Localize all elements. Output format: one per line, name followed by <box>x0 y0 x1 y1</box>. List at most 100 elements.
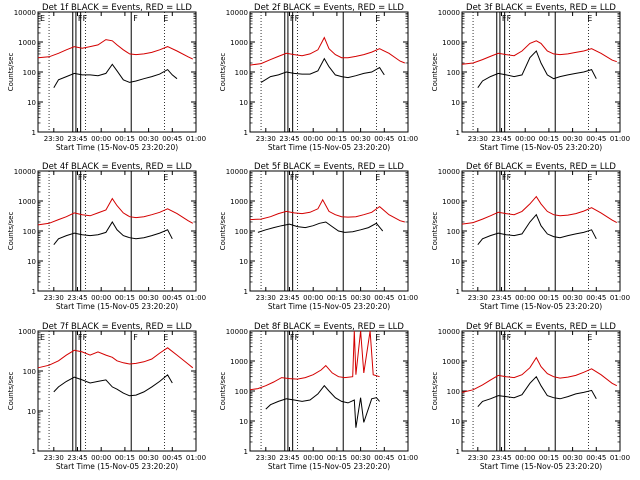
y-tick-label: 1 <box>456 288 460 296</box>
x-tick-label: 00:45 <box>162 454 182 462</box>
chart-panel-6: Det 6f BLACK = Events, RED = LLD 1 10 100 10… <box>431 162 630 311</box>
series-line-events <box>53 221 173 246</box>
x-tick-label: 00:30 <box>351 135 371 143</box>
x-tick-label: 23:45 <box>67 135 87 143</box>
y-tick-label: 1 <box>244 129 248 137</box>
x-tick-label: 00:15 <box>115 454 135 462</box>
series-line-events <box>257 221 384 233</box>
x-tick-label: 23:45 <box>491 135 511 143</box>
x-axis-label: Start Time (15-Nov-05 23:20:20) <box>56 302 178 311</box>
event-marker-letter: F <box>502 333 507 342</box>
x-tick-label: 00:00 <box>303 294 323 302</box>
y-tick-label: 100 <box>23 228 36 236</box>
x-tick-label: 23:45 <box>67 454 87 462</box>
x-tick-label: 00:30 <box>139 454 159 462</box>
event-marker-letter: F <box>78 173 83 182</box>
y-tick-label: 100 <box>235 69 248 77</box>
x-tick-label: 00:45 <box>586 454 606 462</box>
y-axis-label: Counts/sec <box>431 53 439 92</box>
chart-title: Det 1f BLACK = Events, RED = LLD <box>42 3 192 13</box>
series-line-lld <box>461 40 617 65</box>
x-tick-label: 00:00 <box>515 135 535 143</box>
y-tick-label: 100 <box>447 69 460 77</box>
event-marker-letter: E <box>587 333 592 342</box>
chart-title: Det 2f BLACK = Events, RED = LLD <box>254 3 404 13</box>
event-marker-letter: F <box>83 173 88 182</box>
x-tick-label: 00:00 <box>303 135 323 143</box>
x-axis-label: Start Time (15-Nov-05 23:20:20) <box>480 462 602 471</box>
x-tick-label: 01:00 <box>398 454 418 462</box>
chart-panel-3: Det 3f BLACK = Events, RED = LLD 1 10 100 10… <box>431 3 630 152</box>
x-tick-label: 00:45 <box>162 135 182 143</box>
y-axis-label: Counts/sec <box>7 372 15 411</box>
chart-panel-1: Det 1f BLACK = Events, RED = LLD 1 10 100 10… <box>7 3 206 152</box>
y-tick-label: 10000 <box>226 328 248 336</box>
y-tick-label: 10 <box>27 408 36 416</box>
chart-panel-8: Det 8f BLACK = Events, RED = LLD 1 10 100 10… <box>219 322 418 471</box>
x-tick-label: 00:45 <box>586 294 606 302</box>
event-marker-letter: F <box>507 173 512 182</box>
x-tick-label: 00:15 <box>115 294 135 302</box>
x-axis-label: Start Time (15-Nov-05 23:20:20) <box>268 143 390 152</box>
x-axis-label: Start Time (15-Nov-05 23:20:20) <box>56 462 178 471</box>
series-line-events <box>477 50 597 88</box>
series-line-lld <box>249 198 405 223</box>
y-tick-label: 1 <box>244 448 248 456</box>
y-axis-label: Counts/sec <box>431 212 439 251</box>
x-tick-label: 00:15 <box>327 454 347 462</box>
event-marker-letter: E <box>375 14 380 23</box>
y-tick-label: 1000 <box>230 198 248 206</box>
x-tick-label: 00:45 <box>374 454 394 462</box>
x-tick-label: 23:30 <box>44 454 64 462</box>
y-tick-label: 1000 <box>18 39 36 47</box>
x-tick-label: 23:30 <box>468 294 488 302</box>
series-line-lld <box>461 195 618 225</box>
event-marker-letter: F <box>290 14 295 23</box>
x-tick-label: 23:45 <box>279 135 299 143</box>
event-marker-letter: E <box>40 14 45 23</box>
y-tick-label: 10000 <box>226 168 248 176</box>
x-tick-label: 00:15 <box>327 135 347 143</box>
event-marker-letter: E <box>163 173 168 182</box>
x-tick-label: 01:00 <box>186 294 206 302</box>
event-marker-letter: E <box>587 14 592 23</box>
chart-panel-2: Det 2f BLACK = Events, RED = LLD 1 10 100 10… <box>219 3 418 152</box>
event-marker-letter: F <box>502 173 507 182</box>
x-tick-label: 00:15 <box>539 454 559 462</box>
y-tick-label: 10000 <box>14 168 36 176</box>
y-tick-label: 10000 <box>438 9 460 17</box>
chart-panel-4: Det 4f BLACK = Events, RED = LLD 1 10 100 10… <box>7 162 206 311</box>
x-tick-label: 00:30 <box>351 454 371 462</box>
series-line-lld <box>249 36 405 66</box>
series-line-events <box>53 374 173 397</box>
y-tick-label: 1000 <box>442 39 460 47</box>
x-tick-label: 00:45 <box>374 135 394 143</box>
series-line-lld <box>37 39 194 60</box>
x-axis-label: Start Time (15-Nov-05 23:20:20) <box>480 302 602 311</box>
x-tick-label: 00:30 <box>563 135 583 143</box>
event-marker-letter: E <box>587 173 592 182</box>
y-axis-label: Counts/sec <box>7 53 15 92</box>
chart-title: Det 9f BLACK = Events, RED = LLD <box>466 322 616 332</box>
event-marker-letter: F <box>295 14 300 23</box>
y-tick-label: 100 <box>447 388 460 396</box>
chart-panel-7: Det 7f BLACK = Events, RED = LLD 1 10 100 10… <box>7 322 206 471</box>
x-tick-label: 23:45 <box>279 294 299 302</box>
x-tick-label: 01:00 <box>610 135 630 143</box>
y-tick-label: 10 <box>451 418 460 426</box>
y-tick-label: 1000 <box>230 358 248 366</box>
y-axis-label: Counts/sec <box>431 372 439 411</box>
chart-title: Det 7f BLACK = Events, RED = LLD <box>42 322 192 332</box>
y-axis-label: Counts/sec <box>219 372 227 411</box>
event-marker-letter: F <box>502 14 507 23</box>
y-tick-label: 1000 <box>442 198 460 206</box>
y-tick-label: 10 <box>451 99 460 107</box>
y-tick-label: 1 <box>32 129 36 137</box>
x-tick-label: 01:00 <box>398 294 418 302</box>
x-axis-label: Start Time (15-Nov-05 23:20:20) <box>268 302 390 311</box>
event-marker-letter: E <box>163 14 168 23</box>
x-tick-label: 00:30 <box>139 294 159 302</box>
y-tick-label: 1000 <box>18 328 36 336</box>
y-axis-label: Counts/sec <box>219 53 227 92</box>
y-tick-label: 10 <box>27 99 36 107</box>
